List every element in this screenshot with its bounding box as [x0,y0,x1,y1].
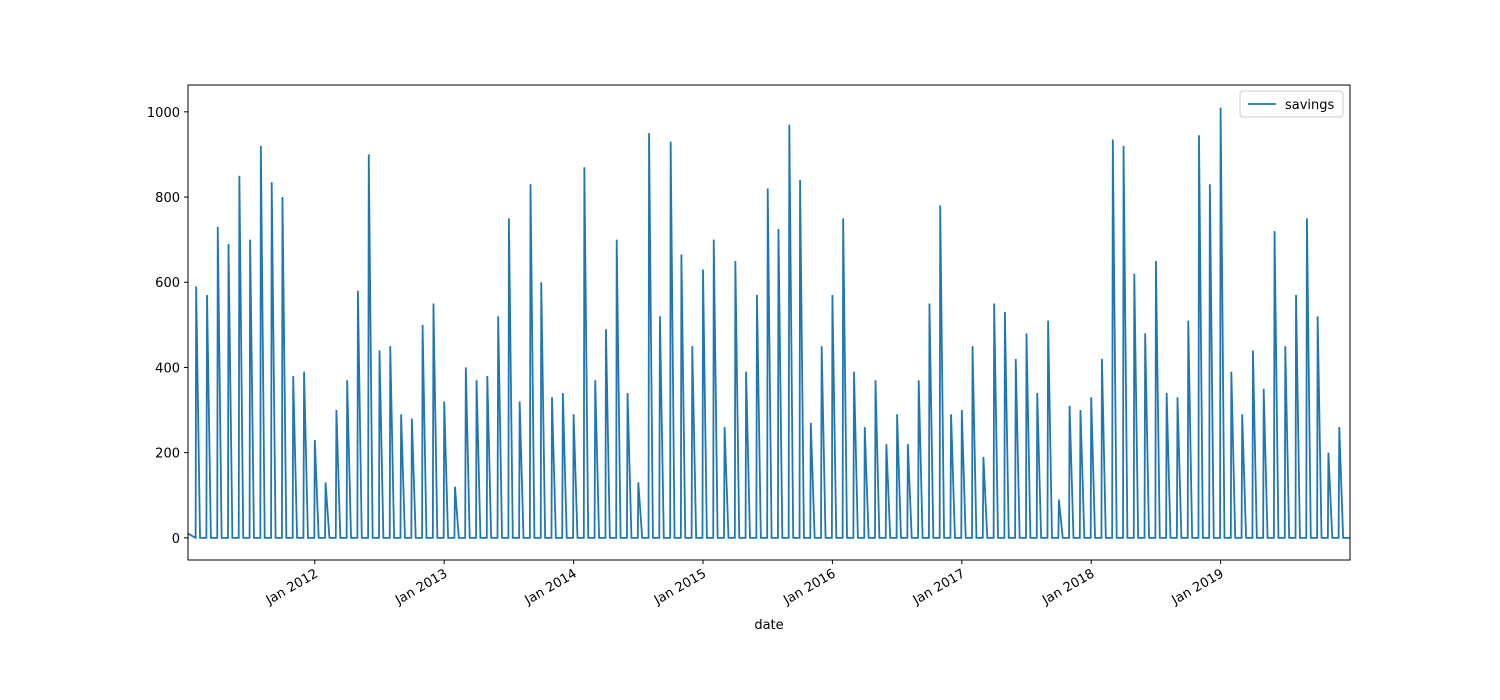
x-tick-label: Jan 2018 [1039,566,1097,608]
x-tick-label: Jan 2015 [651,566,709,608]
y-tick-label: 600 [155,276,180,291]
x-axis-label: date [754,618,783,633]
legend-label: savings [1285,98,1335,113]
y-tick-label: 0 [172,532,180,547]
x-tick-label: Jan 2013 [392,566,450,608]
y-tick-label: 400 [155,361,180,376]
y-tick-label: 800 [155,191,180,206]
legend-box [1239,90,1344,118]
line [188,107,1350,540]
y-tick-label: 1000 [147,106,180,121]
x-tick-label: Jan 2019 [1169,566,1227,608]
x-tick-label: Jan 2014 [522,566,580,608]
x-tick-label: Jan 2012 [263,566,321,608]
x-tick-label: Jan 2016 [780,566,838,608]
x-tick-label: Jan 2017 [910,566,968,608]
plot-frame [187,84,1351,561]
y-tick-label: 200 [155,447,180,462]
